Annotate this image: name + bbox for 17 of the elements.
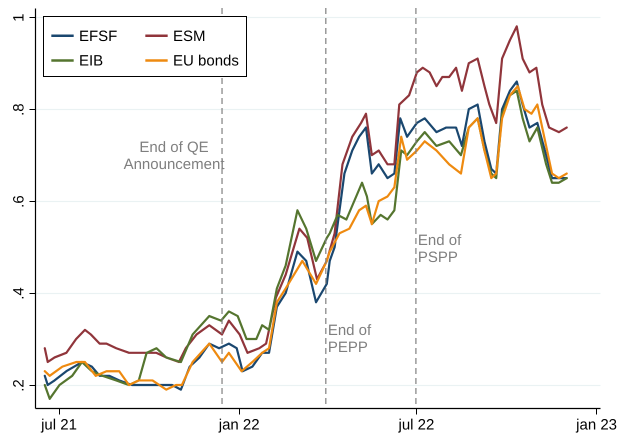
ref-line-label: End of QE Announcement xyxy=(124,139,226,173)
x-tick-label: jan 23 xyxy=(575,416,618,433)
legend-label: EFSF xyxy=(79,28,118,45)
x-tick-label: jul 22 xyxy=(397,416,434,433)
legend-label: ESM xyxy=(173,28,206,45)
legend-label: EU bonds xyxy=(173,52,239,70)
legend-label: EIB xyxy=(79,52,104,70)
x-tick-label: jul 21 xyxy=(40,416,77,433)
y-tick-label: .2 xyxy=(10,379,28,392)
y-tick-label: .6 xyxy=(10,195,28,208)
y-tick-label: .8 xyxy=(10,103,28,116)
y-tick-label: 1 xyxy=(10,14,28,22)
ref-line-label: End of PSPP xyxy=(418,232,462,266)
ref-line-label: End of PEPP xyxy=(328,322,372,356)
y-tick-label: .4 xyxy=(10,287,28,300)
x-tick-label: jan 22 xyxy=(218,416,260,433)
line-series xyxy=(44,25,568,364)
